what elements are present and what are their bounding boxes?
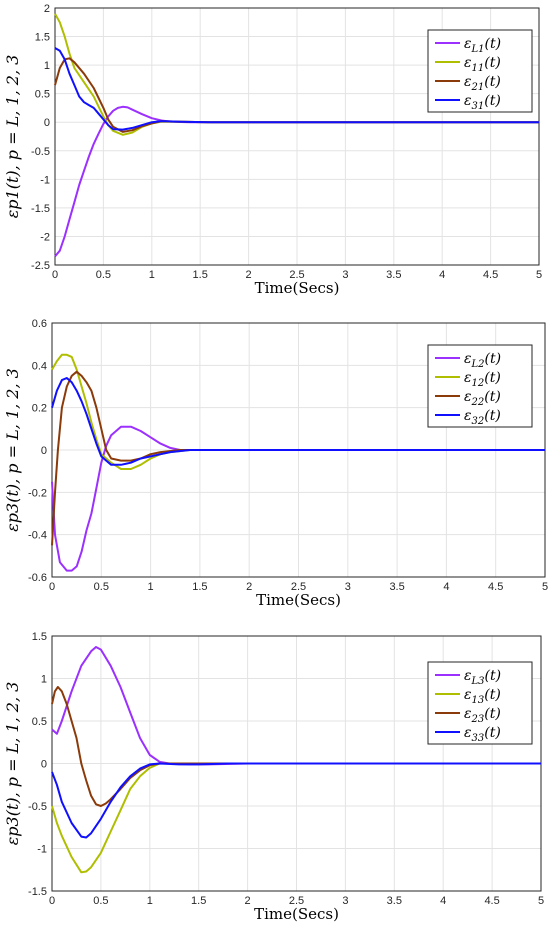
y-axis-label: εp3(t), p = L, 1, 2, 3	[3, 368, 22, 532]
x-tick-label: 4	[443, 581, 449, 593]
y-tick-label: -0.5	[28, 801, 47, 813]
y-tick-label: 1	[44, 60, 50, 72]
x-axis-label: Time(Secs)	[256, 591, 341, 609]
y-tick-label: 0.5	[35, 89, 50, 101]
y-axis-label: εp1(t), p = L, 1, 2, 3	[3, 55, 22, 219]
y-tick-label: 0.4	[32, 360, 47, 372]
chart-3: 0 0.5 1 1.5 2 2.5 3 3.5 4 4.5 5 1.5 1 0.5 0 -0.5 -1 -1.5 T…	[3, 631, 544, 923]
y-tick-label: -0.6	[28, 572, 47, 584]
x-tick-label: 1.5	[191, 895, 206, 907]
series-line-4	[54, 47, 539, 131]
x-tick-label: 1	[149, 269, 155, 281]
x-tick-label: 3.5	[387, 895, 402, 907]
x-tick-label: 5	[542, 581, 548, 593]
y-tick-label: -2.5	[31, 260, 50, 272]
x-tick-label: 0	[49, 895, 55, 907]
legend-entry: ε31(t)	[464, 93, 501, 112]
legend-entry: ε22(t)	[464, 389, 501, 408]
plot-frame	[54, 7, 540, 266]
x-tick-label: 3.5	[389, 581, 404, 593]
legend: εL2(t)ε12(t)ε22(t)ε32(t)	[427, 344, 533, 428]
y-axis-label: εp3(t), p = L, 1, 2, 3	[3, 682, 22, 846]
series-line-4	[51, 762, 541, 839]
legend-entry: ε23(t)	[464, 706, 501, 725]
chart-1: 0 0.5 1 1.5 2 2.5 3 3.5 4 4.5 5 2 1.5 1 0.5 0 -0.5 -1 -1.5…	[3, 3, 542, 297]
y-tick-label: 0.5	[32, 716, 47, 728]
legend-entry: ε32(t)	[464, 408, 501, 427]
x-tick-label: 1.5	[193, 269, 208, 281]
x-tick-label: 1.5	[192, 581, 207, 593]
legend-entry: εL3(t)	[464, 668, 501, 687]
legend-entry: ε33(t)	[464, 725, 501, 744]
x-tick-label: 3	[342, 895, 348, 907]
legend-entry: ε21(t)	[464, 74, 501, 93]
y-tick-label: -1.5	[31, 203, 50, 215]
y-tick-label: 1.5	[35, 32, 50, 44]
y-tick-label: 0.6	[32, 318, 47, 330]
x-tick-label: 4	[440, 895, 446, 907]
y-tick-label: -0.2	[28, 487, 47, 499]
x-tick-label: 3.5	[386, 269, 401, 281]
x-tick-label: 0.5	[96, 269, 111, 281]
y-tick-label: -0.5	[31, 146, 50, 158]
x-tick-label: 0.5	[93, 895, 108, 907]
legend-entry: ε12(t)	[464, 370, 501, 389]
y-tick-label: 2	[44, 3, 50, 15]
x-tick-label: 2	[245, 895, 251, 907]
x-tick-label: 5	[536, 269, 542, 281]
series-line-3	[51, 370, 545, 546]
y-tick-label: -1	[37, 844, 47, 856]
y-tick-label: -2	[40, 231, 50, 243]
x-tick-label: 0.5	[94, 581, 109, 593]
chart-2: 0 0.5 1 1.5 2 2.5 3 3.5 4 4.5 5 0.6 0.4 0.2 0 -0.2 -0.4 -…	[3, 318, 548, 609]
series-line-2	[51, 762, 541, 874]
y-tick-label: 0	[41, 759, 47, 771]
legend: εL1(t)ε11(t)ε21(t)ε31(t)	[427, 29, 533, 113]
x-tick-label: 3	[345, 581, 351, 593]
y-tick-label: -1.5	[28, 886, 47, 898]
x-tick-label: 2	[246, 269, 252, 281]
x-axis-label: Time(Secs)	[254, 905, 339, 923]
x-tick-label: 2.5	[289, 895, 304, 907]
y-tick-label: -0.4	[28, 530, 47, 542]
y-tick-label: 1.5	[32, 631, 47, 643]
y-tick-label: 0.2	[32, 403, 47, 415]
x-tick-label: 1	[147, 895, 153, 907]
y-tick-label: -1	[40, 174, 50, 186]
legend-entry: εL2(t)	[464, 351, 501, 370]
x-tick-label: 4	[439, 269, 445, 281]
x-tick-label: 2.5	[289, 269, 304, 281]
x-tick-label: 0	[52, 269, 58, 281]
x-tick-label: 1	[148, 581, 154, 593]
x-tick-label: 4.5	[488, 581, 503, 593]
x-tick-label: 0	[49, 581, 55, 593]
legend: εL3(t)ε13(t)ε23(t)ε33(t)	[427, 661, 533, 745]
legend-entry: ε11(t)	[464, 55, 501, 74]
x-tick-label: 5	[538, 895, 544, 907]
series-line-1	[51, 425, 545, 572]
series-line-4	[51, 377, 545, 466]
x-tick-label: 4.5	[483, 269, 498, 281]
x-axis-label: Time(Secs)	[255, 279, 340, 297]
x-tick-label: 3	[342, 269, 348, 281]
y-tick-label: 1	[41, 674, 47, 686]
x-tick-label: 4.5	[484, 895, 499, 907]
series-line-3	[51, 686, 541, 807]
legend-entry: εL1(t)	[464, 36, 501, 55]
legend-entry: ε13(t)	[464, 687, 501, 706]
y-tick-label: 0	[41, 445, 47, 457]
series-line-1	[54, 105, 539, 258]
x-tick-label: 2	[246, 581, 252, 593]
y-tick-label: 0	[44, 117, 50, 129]
x-tick-label: 2.5	[291, 581, 306, 593]
